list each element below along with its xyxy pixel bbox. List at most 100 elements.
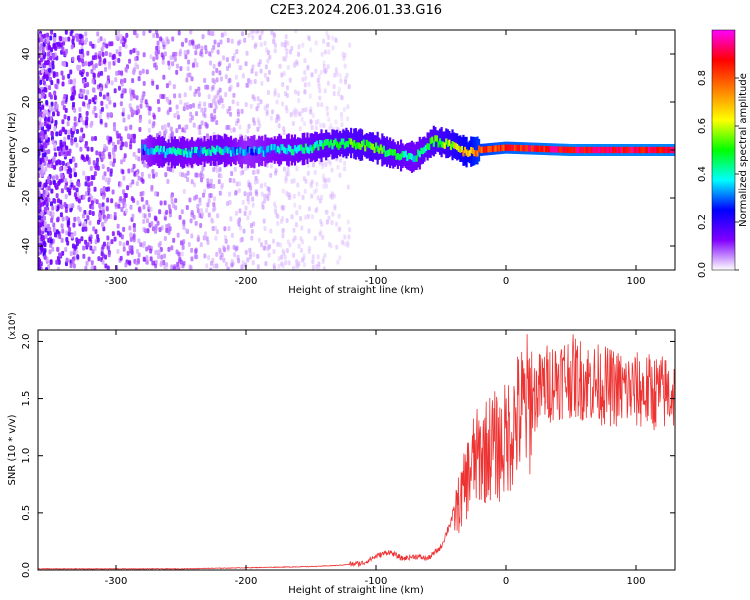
spectrogram-noise-cell — [113, 88, 117, 94]
spectrogram-noise-cell — [163, 253, 167, 259]
spectrogram-noise-cell — [229, 84, 233, 90]
spectrogram-noise-cell — [269, 115, 273, 121]
spectrogram-noise-cell — [205, 236, 209, 242]
spectrogram-noise-cell — [162, 44, 166, 50]
spectrogram-noise-cell — [281, 233, 285, 239]
spectrogram-noise-cell — [314, 125, 318, 131]
spectrogram-signal-core — [515, 144, 518, 152]
x-tick-label: -300 — [105, 276, 128, 287]
spectrogram-noise-cell — [109, 168, 113, 174]
spectrogram-noise-cell — [302, 262, 306, 268]
spectrogram-noise-cell — [277, 116, 281, 122]
spectrogram-noise-cell — [320, 102, 324, 108]
spectrogram-noise-cell — [126, 185, 130, 191]
spectrogram-noise-cell — [132, 237, 136, 243]
spectrogram-signal-core — [220, 148, 223, 156]
spectrogram-signal-core — [663, 146, 666, 154]
spectrogram-noise-cell — [281, 81, 285, 87]
spectrogram-noise-cell — [265, 103, 269, 109]
spectrogram-noise-cell — [315, 206, 319, 212]
spectrogram-noise-cell — [120, 234, 124, 240]
spectrogram-noise-cell — [76, 36, 80, 42]
snr-y-multiplier: (x10⁴) — [8, 312, 18, 339]
spectrogram-noise-cell — [272, 238, 276, 244]
spectrogram-signal-core — [348, 137, 351, 145]
spectrogram-noise-cell — [132, 223, 136, 229]
spectrogram-noise-cell — [71, 56, 75, 62]
y-tick-label: 20 — [21, 96, 32, 109]
spectrogram-noise-cell — [301, 107, 305, 113]
spectrogram-noise-cell — [97, 256, 101, 262]
spectrogram-noise-cell — [138, 206, 142, 212]
spectrogram-noise-cell — [68, 203, 72, 209]
spectrogram-noise-cell — [64, 107, 68, 113]
spectrogram-signal-core — [242, 149, 245, 156]
spectrogram-signal-core — [226, 147, 229, 154]
spectrogram-noise-cell — [51, 60, 55, 66]
spectrogram-noise-cell — [47, 159, 51, 165]
spectrogram-signal-core — [652, 146, 655, 154]
spectrogram-noise-cell — [50, 201, 54, 207]
spectrogram-noise-cell — [156, 99, 160, 105]
spectrogram-noise-cell — [76, 254, 80, 260]
spectrogram-noise-cell — [100, 100, 104, 106]
spectrogram-noise-cell — [151, 168, 155, 174]
spectrogram-signal-core — [590, 146, 593, 154]
spectrogram-noise-cell — [121, 111, 125, 117]
spectrogram-noise-cell — [157, 249, 161, 255]
spectrogram-noise-cell — [331, 211, 335, 217]
spectrogram-signal-core — [158, 148, 161, 155]
spectrogram-signal-core — [343, 142, 346, 149]
spectrogram-noise-cell — [216, 213, 220, 219]
spectrogram-signal-core — [415, 155, 418, 162]
spectrogram-noise-cell — [159, 200, 163, 206]
spectrogram-signal-core — [201, 148, 205, 155]
spectrogram-noise-cell — [75, 237, 79, 243]
spectrogram-noise-cell — [205, 133, 209, 139]
spectrogram-noise-cell — [246, 192, 250, 198]
spectrogram-noise-cell — [134, 154, 138, 160]
spectrogram-noise-cell — [302, 256, 306, 262]
spectrogram-signal-core — [250, 148, 253, 155]
spectrogram-signal-core — [471, 147, 474, 154]
spectrogram-signal-core — [251, 149, 254, 156]
spectrogram-noise-cell — [192, 62, 196, 68]
spectrogram-signal-core — [306, 146, 309, 153]
spectrogram-noise-cell — [181, 41, 185, 47]
spectrogram-noise-cell — [273, 204, 277, 210]
spectrogram-noise-cell — [61, 100, 65, 106]
spectrogram-noise-cell — [337, 213, 341, 219]
spectrogram-noise-cell — [230, 232, 234, 238]
spectrogram-noise-cell — [42, 74, 46, 80]
spectrogram-signal-core — [189, 151, 192, 158]
spectrogram-signal-core — [336, 141, 339, 148]
spectrogram-noise-cell — [214, 104, 218, 110]
spectrogram-noise-cell — [125, 142, 129, 148]
spectrogram-noise-cell — [53, 44, 57, 50]
spectrogram-signal-core — [318, 139, 322, 147]
spectrogram-noise-cell — [274, 170, 278, 176]
spectrogram-noise-cell — [38, 46, 42, 52]
spectrogram-noise-cell — [292, 178, 296, 184]
spectrogram-noise-cell — [106, 235, 110, 241]
spectrogram-noise-cell — [286, 166, 290, 172]
spectrogram-noise-cell — [303, 89, 307, 95]
spectrogram-noise-cell — [229, 111, 233, 117]
spectrogram-noise-cell — [297, 111, 301, 117]
spectrogram-noise-cell — [197, 43, 201, 49]
spectrogram-noise-cell — [325, 105, 329, 111]
spectrogram-noise-cell — [76, 66, 80, 72]
spectrogram-noise-cell — [310, 214, 314, 220]
spectrogram-noise-cell — [72, 90, 76, 96]
spectrogram-noise-cell — [250, 228, 254, 234]
spectrogram-noise-cell — [215, 77, 219, 83]
spectrogram-noise-cell — [212, 183, 216, 189]
spectrogram-noise-cell — [164, 128, 168, 134]
spectrogram-noise-cell — [107, 186, 111, 192]
spectrogram-noise-cell — [50, 101, 54, 107]
spectrogram-noise-cell — [113, 236, 117, 242]
spectrogram-noise-cell — [194, 247, 198, 253]
spectrogram-noise-cell — [132, 138, 136, 144]
spectrogram-signal-core — [389, 148, 392, 155]
